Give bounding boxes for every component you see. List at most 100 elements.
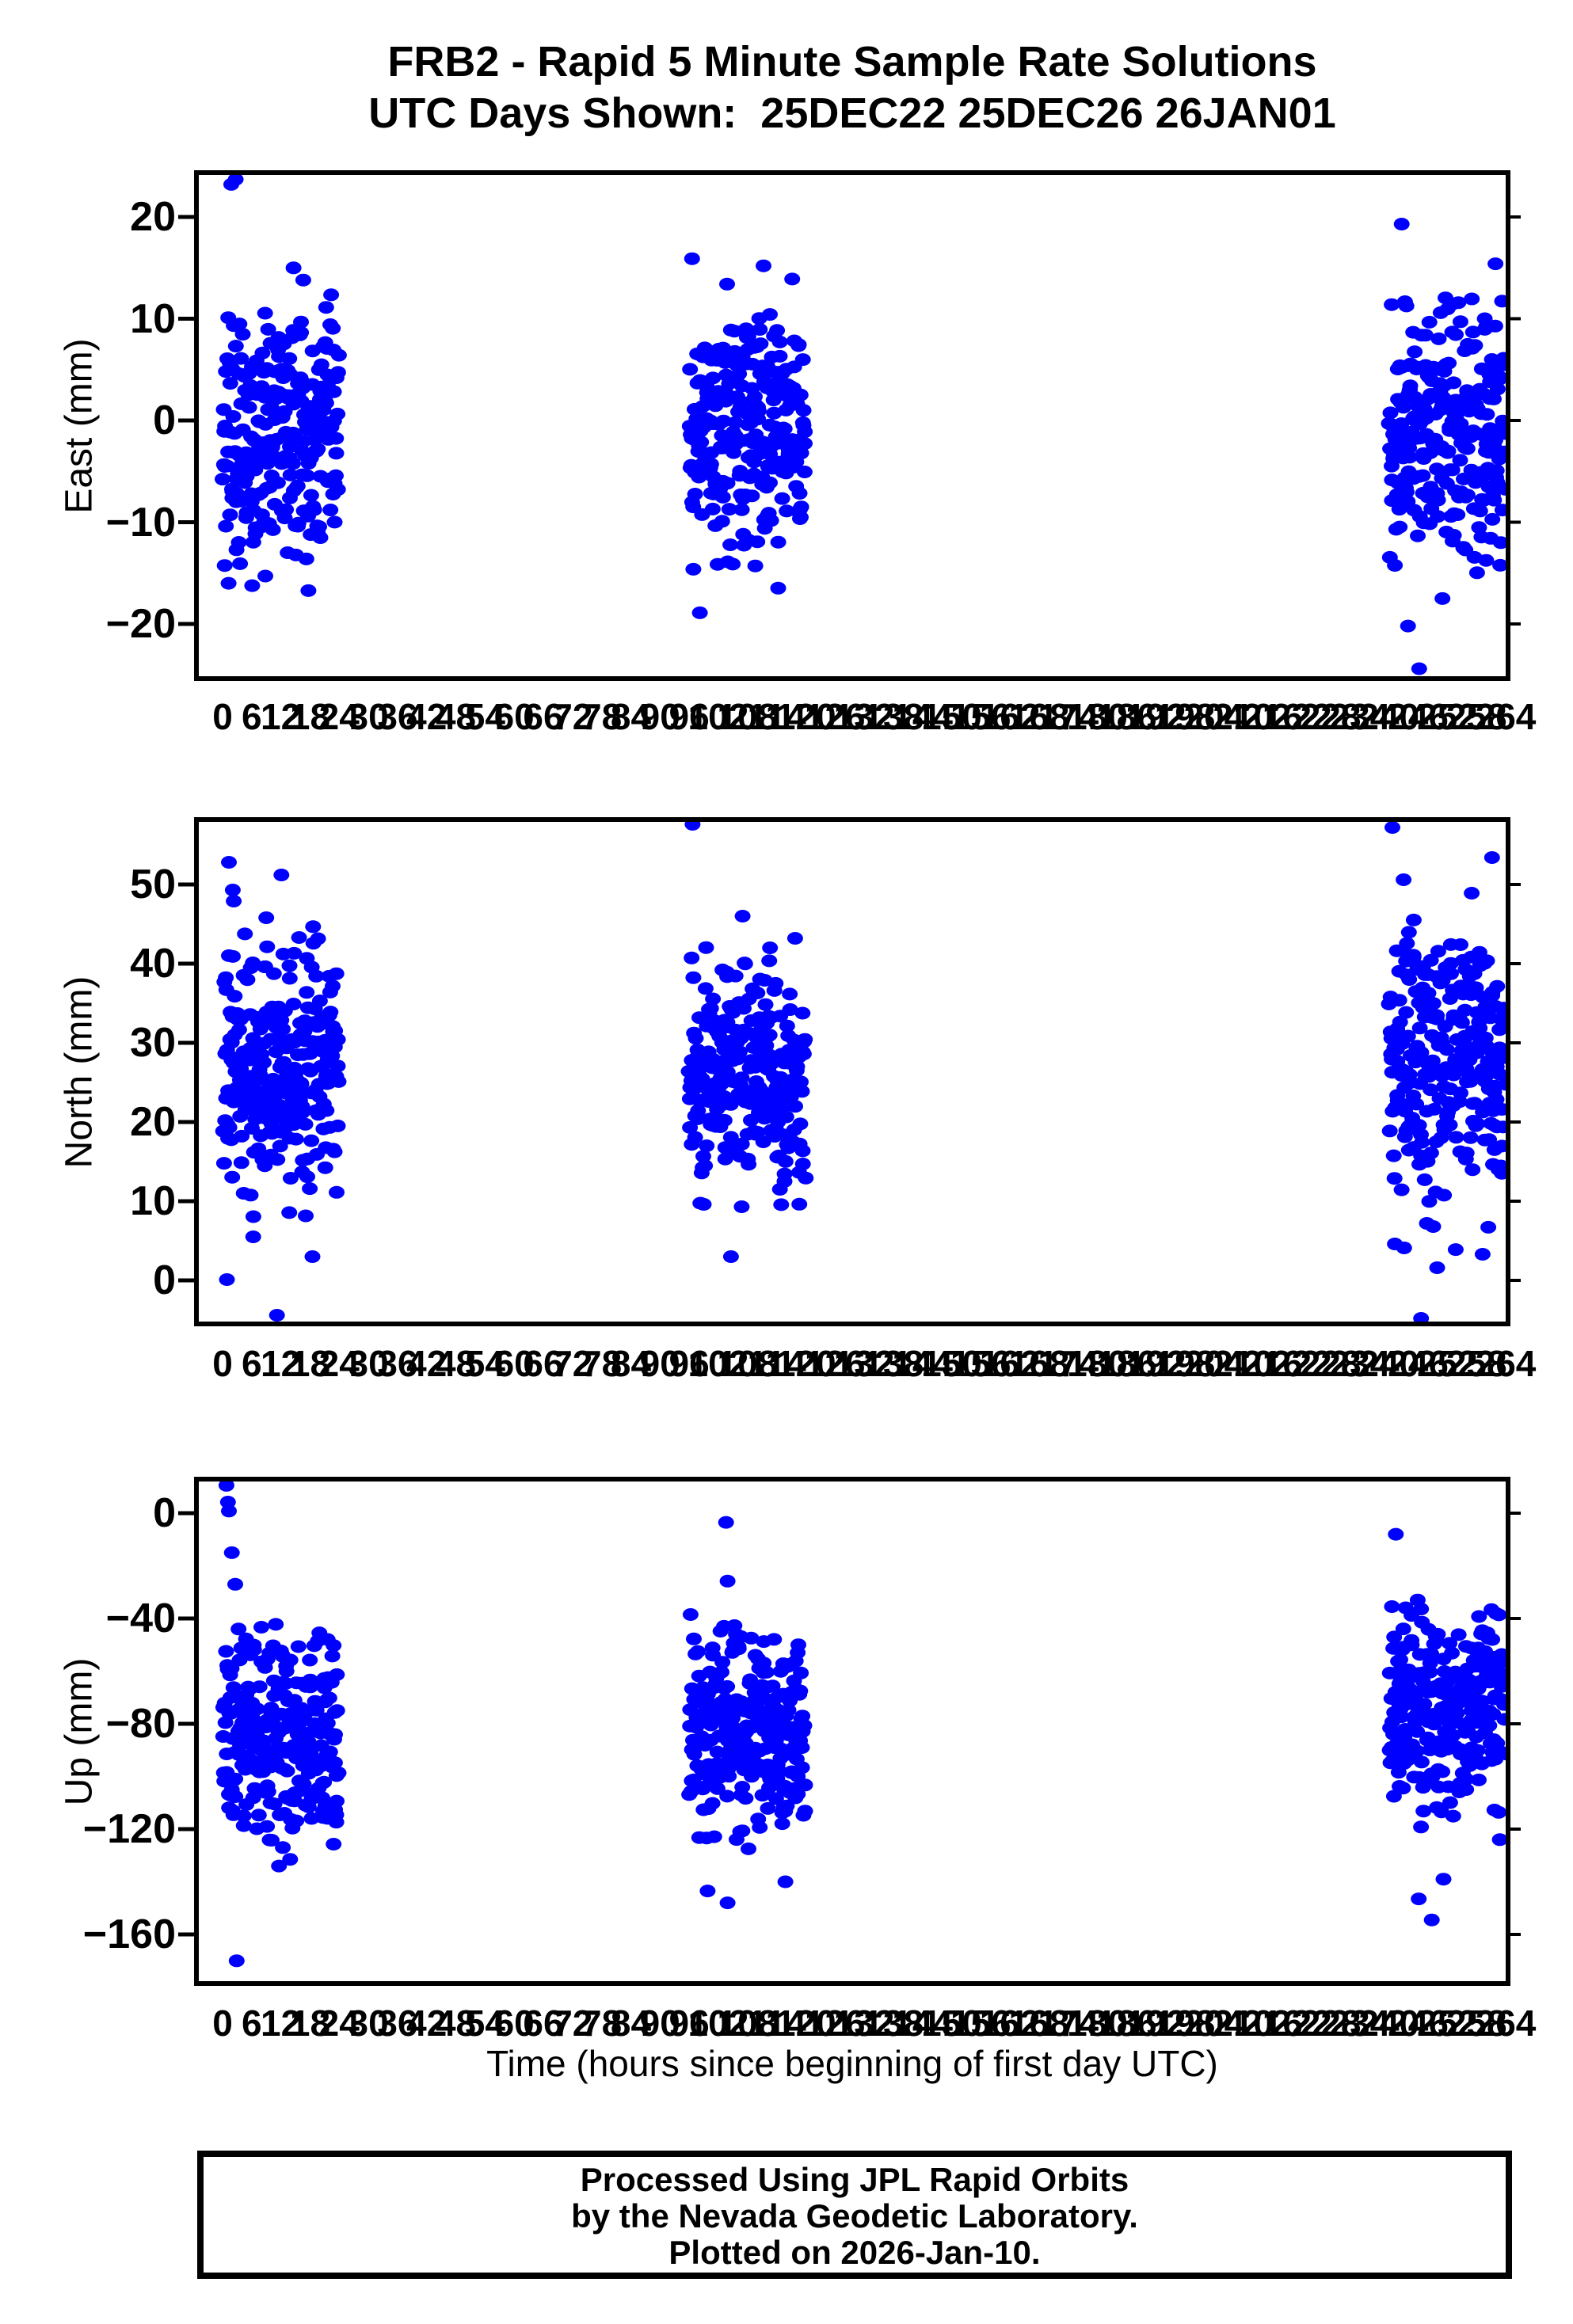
data-point (690, 1104, 707, 1117)
data-point (1489, 979, 1506, 993)
data-point (1479, 408, 1495, 421)
x-tick-label: 0 (212, 696, 233, 737)
data-point (792, 1684, 809, 1698)
data-point (764, 1057, 779, 1071)
x-tick-label: 162 (979, 1343, 1041, 1384)
data-point (245, 957, 261, 969)
data-point (795, 404, 812, 417)
y-tick-label: −160 (82, 1911, 176, 1957)
data-point (1439, 446, 1456, 459)
data-point (1494, 1103, 1506, 1116)
data-point (1471, 521, 1487, 534)
data-point (685, 562, 702, 576)
x-tick-label: 180 (1067, 1343, 1128, 1384)
data-point (227, 175, 244, 186)
data-point (1402, 379, 1419, 393)
data-point (1384, 298, 1400, 311)
data-point (719, 477, 736, 490)
data-point (1438, 1043, 1455, 1056)
x-tick-label: 78 (581, 1343, 623, 1384)
data-point (682, 363, 699, 376)
data-point (1496, 445, 1506, 458)
data-point (322, 1006, 339, 1019)
x-tick-label: 114 (747, 2003, 806, 2044)
x-tick-label: 186 (1095, 696, 1157, 737)
data-point (1491, 1608, 1506, 1622)
data-point (786, 932, 803, 945)
data-point (774, 1817, 790, 1831)
data-point (1434, 1765, 1451, 1778)
data-point (697, 982, 714, 995)
data-point (1407, 1055, 1424, 1069)
data-point (221, 1120, 238, 1134)
data-point (1495, 1650, 1506, 1664)
data-point (1415, 469, 1431, 482)
data-point (756, 259, 771, 272)
data-point (770, 581, 786, 595)
data-point (1448, 328, 1464, 341)
data-point (797, 437, 813, 451)
x-tick-label: 36 (377, 1343, 418, 1384)
x-tick-label: 42 (406, 2003, 448, 2044)
data-point (328, 967, 345, 980)
data-point (264, 401, 280, 415)
x-tick-label: 96 (668, 1343, 710, 1384)
data-point (682, 1608, 699, 1621)
data-point (769, 324, 786, 337)
data-point (1457, 1003, 1473, 1017)
data-point (326, 1145, 343, 1158)
data-point (1400, 1029, 1416, 1043)
data-point (308, 969, 325, 983)
data-point (794, 1761, 810, 1774)
data-point (1472, 504, 1488, 518)
x-tick-label: 156 (950, 696, 1011, 737)
data-point (1401, 1068, 1418, 1082)
data-point (686, 1632, 702, 1645)
data-point (792, 1117, 809, 1131)
data-point (1483, 851, 1500, 864)
data-point (794, 1006, 811, 1020)
data-point (1491, 1023, 1506, 1036)
data-point (299, 1170, 315, 1184)
data-point (762, 308, 778, 321)
data-point (794, 1144, 811, 1158)
y-tick-label: −20 (105, 601, 176, 647)
data-point (1413, 1046, 1430, 1059)
panel-frame (194, 1477, 1510, 1986)
data-point (1422, 1665, 1438, 1679)
x-tick-label: 12 (261, 696, 302, 737)
x-tick-label: 60 (493, 2003, 535, 2044)
x-tick-label: 216 (1242, 1343, 1303, 1384)
data-point (1382, 406, 1399, 420)
data-point (303, 489, 319, 502)
data-point (282, 1653, 299, 1667)
x-tick-label: 42 (406, 1343, 448, 1384)
data-point (782, 987, 798, 1001)
data-point (275, 1022, 291, 1036)
data-point (1399, 937, 1415, 950)
data-point (762, 476, 778, 489)
data-point (1410, 529, 1426, 542)
data-point (313, 358, 329, 371)
data-point (310, 932, 326, 945)
data-point (719, 277, 735, 291)
y-tick-label: 0 (153, 1257, 176, 1303)
data-point (705, 371, 722, 385)
data-point (784, 272, 801, 286)
data-point (330, 1767, 347, 1779)
data-point (1464, 292, 1480, 306)
data-point (254, 346, 271, 359)
data-point (1456, 472, 1472, 485)
data-point (1393, 1710, 1410, 1724)
x-tick-label: 6 (242, 696, 262, 737)
data-point (302, 1182, 318, 1196)
data-point (1494, 295, 1506, 308)
data-point (695, 1198, 712, 1211)
data-point (1486, 392, 1502, 405)
x-tick-label: 30 (348, 2003, 389, 2044)
x-tick-label: 114 (747, 696, 806, 737)
data-point (323, 288, 340, 302)
data-point (227, 1790, 244, 1803)
x-tick-label: 120 (775, 2003, 836, 2044)
